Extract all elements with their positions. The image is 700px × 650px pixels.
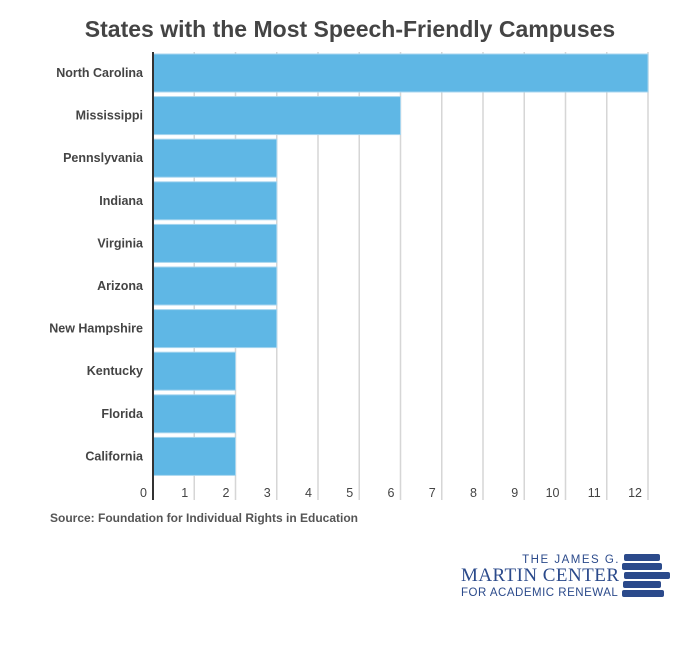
category-label: Virginia xyxy=(97,236,144,250)
bar xyxy=(152,181,278,221)
logo-line-3: FOR ACADEMIC RENEWAL xyxy=(461,587,619,599)
bar xyxy=(152,436,236,476)
bar xyxy=(152,138,278,178)
x-tick-label: 7 xyxy=(429,486,436,500)
x-tick-label: 2 xyxy=(223,486,230,500)
x-tick-label: 6 xyxy=(388,486,395,500)
martin-center-logo: THE JAMES G. MARTIN CENTER FOR ACADEMIC … xyxy=(461,554,670,599)
category-label: Arizona xyxy=(97,279,144,293)
logo-line-1: THE JAMES G. xyxy=(522,554,620,566)
x-tick-label: 9 xyxy=(511,486,518,500)
category-label: New Hampshire xyxy=(49,322,143,336)
bar xyxy=(152,96,401,136)
x-tick-label: 8 xyxy=(470,486,477,500)
bar xyxy=(152,309,278,349)
x-tick-label: 0 xyxy=(140,486,147,500)
chart-title: States with the Most Speech-Friendly Cam… xyxy=(84,16,616,42)
bar xyxy=(152,394,236,434)
category-label: Florida xyxy=(101,407,144,421)
logo-line-2: MARTIN CENTER xyxy=(461,565,619,586)
x-tick-label: 12 xyxy=(628,486,642,500)
bar xyxy=(152,223,278,263)
bar xyxy=(152,266,278,306)
x-tick-label: 4 xyxy=(305,486,312,500)
x-tick-label: 11 xyxy=(588,486,601,500)
category-label: Mississippi xyxy=(76,109,143,123)
category-label: Pennslyvania xyxy=(63,151,144,165)
category-label: Indiana xyxy=(99,194,144,208)
bar xyxy=(152,351,236,391)
x-tick-label: 10 xyxy=(546,486,560,500)
bar xyxy=(152,53,649,93)
x-tick-label: 3 xyxy=(264,486,271,500)
category-label: Kentucky xyxy=(87,364,143,378)
category-label: California xyxy=(85,449,144,463)
x-tick-label: 1 xyxy=(181,486,188,500)
source-note: Source: Foundation for Individual Rights… xyxy=(50,511,358,525)
category-label: North Carolina xyxy=(56,66,144,80)
x-tick-label: 5 xyxy=(346,486,353,500)
books-icon xyxy=(622,554,670,597)
